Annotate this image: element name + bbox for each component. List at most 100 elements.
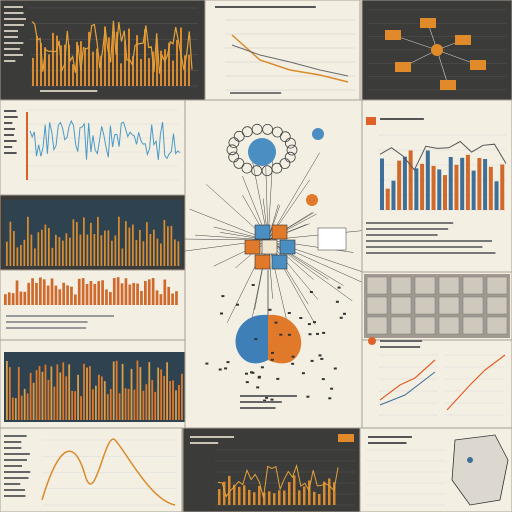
- dot: [343, 312, 346, 315]
- bar: [88, 31, 90, 87]
- bar: [293, 475, 296, 505]
- bar: [72, 64, 74, 86]
- bar: [248, 489, 251, 505]
- bar: [93, 283, 97, 305]
- node: [286, 144, 298, 156]
- bar: [132, 56, 134, 86]
- icon-tile: [414, 316, 436, 335]
- text-placeholder: [4, 483, 21, 485]
- bar: [471, 170, 476, 210]
- line: [217, 463, 339, 498]
- bar: [66, 285, 69, 305]
- bar: [4, 294, 7, 305]
- text-placeholder: [4, 134, 14, 136]
- bar: [59, 372, 62, 420]
- bar: [380, 158, 385, 210]
- bar: [437, 169, 442, 210]
- node: [226, 144, 238, 156]
- node: [279, 158, 291, 169]
- panel: [204, 0, 361, 101]
- bar: [48, 54, 50, 86]
- bar: [29, 372, 32, 420]
- text-placeholder: [190, 442, 219, 444]
- dot: [333, 367, 337, 370]
- bar: [8, 367, 11, 420]
- bar: [79, 234, 82, 266]
- bar: [391, 180, 396, 210]
- bar: [35, 370, 38, 420]
- bar: [36, 36, 38, 86]
- bar: [7, 292, 11, 305]
- bar: [385, 188, 390, 210]
- dot: [309, 291, 313, 293]
- bar: [448, 157, 453, 210]
- text-placeholder: [4, 489, 25, 491]
- text-placeholder: [4, 477, 29, 479]
- bar: [278, 490, 281, 505]
- bar: [130, 368, 133, 420]
- node: [262, 123, 274, 135]
- bar: [128, 284, 132, 305]
- text-placeholder: [4, 30, 18, 32]
- bar: [135, 239, 138, 266]
- node: [271, 162, 283, 174]
- bar: [154, 391, 157, 420]
- dot: [308, 333, 312, 336]
- text-placeholder: [6, 315, 114, 317]
- bar: [218, 489, 221, 505]
- bar: [112, 278, 116, 305]
- icon-tile: [486, 276, 508, 295]
- bar: [114, 235, 117, 266]
- node: [233, 130, 245, 142]
- node: [228, 151, 240, 163]
- bar: [233, 484, 236, 505]
- text-placeholder: [4, 152, 17, 154]
- panel: [361, 339, 512, 429]
- bar: [70, 286, 73, 305]
- node: [251, 123, 263, 135]
- text-placeholder: [4, 441, 22, 443]
- node: [470, 60, 486, 70]
- bar: [243, 485, 246, 505]
- text-placeholder: [4, 471, 31, 473]
- bar: [431, 165, 436, 210]
- bar: [228, 475, 231, 505]
- bar: [80, 41, 82, 86]
- bar: [140, 58, 142, 86]
- line: [29, 119, 181, 160]
- bar: [23, 388, 26, 420]
- bar: [62, 362, 65, 420]
- bar: [50, 366, 53, 420]
- node: [271, 126, 283, 138]
- bar: [420, 163, 425, 210]
- panel: [0, 427, 183, 512]
- bar: [157, 367, 160, 420]
- node: [261, 239, 278, 255]
- bar: [151, 278, 155, 305]
- bar: [136, 35, 138, 86]
- dot: [251, 371, 255, 374]
- bar: [132, 224, 134, 266]
- bar: [175, 291, 178, 305]
- bar: [125, 221, 127, 266]
- dot: [339, 316, 343, 319]
- text-placeholder: [366, 246, 483, 248]
- bar: [159, 294, 163, 305]
- bar: [101, 280, 104, 305]
- bar: [163, 219, 166, 266]
- bar: [83, 363, 85, 420]
- text-placeholder: [368, 436, 412, 438]
- bar: [81, 278, 85, 305]
- bar: [144, 281, 147, 305]
- bar: [6, 241, 8, 266]
- bar: [17, 366, 20, 420]
- bar: [454, 164, 459, 210]
- bar: [494, 181, 499, 210]
- bar: [30, 234, 33, 266]
- text-placeholder: [6, 327, 87, 329]
- bar: [109, 389, 112, 420]
- bar: [142, 390, 145, 420]
- bar: [50, 278, 54, 305]
- bar: [460, 157, 465, 210]
- bar: [148, 58, 150, 86]
